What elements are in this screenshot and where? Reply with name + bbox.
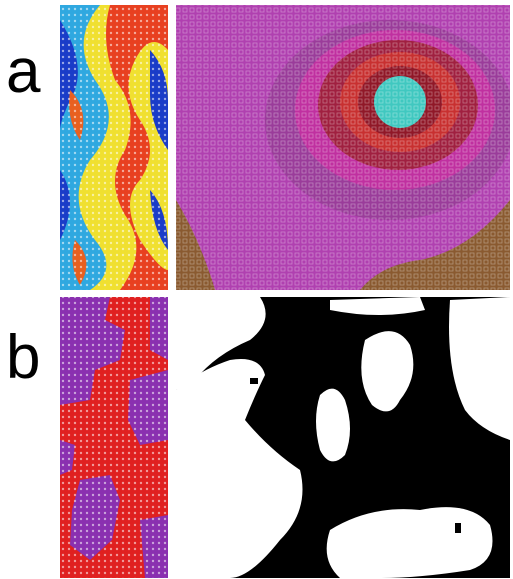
panel-label: b <box>6 323 40 392</box>
pattern-image <box>176 5 513 290</box>
pattern-image <box>60 297 168 578</box>
figure: a b <box>0 0 513 579</box>
pattern-image <box>60 5 168 290</box>
page: a b <box>0 0 513 579</box>
pattern-image <box>176 297 510 578</box>
panel-label: a <box>6 37 41 106</box>
